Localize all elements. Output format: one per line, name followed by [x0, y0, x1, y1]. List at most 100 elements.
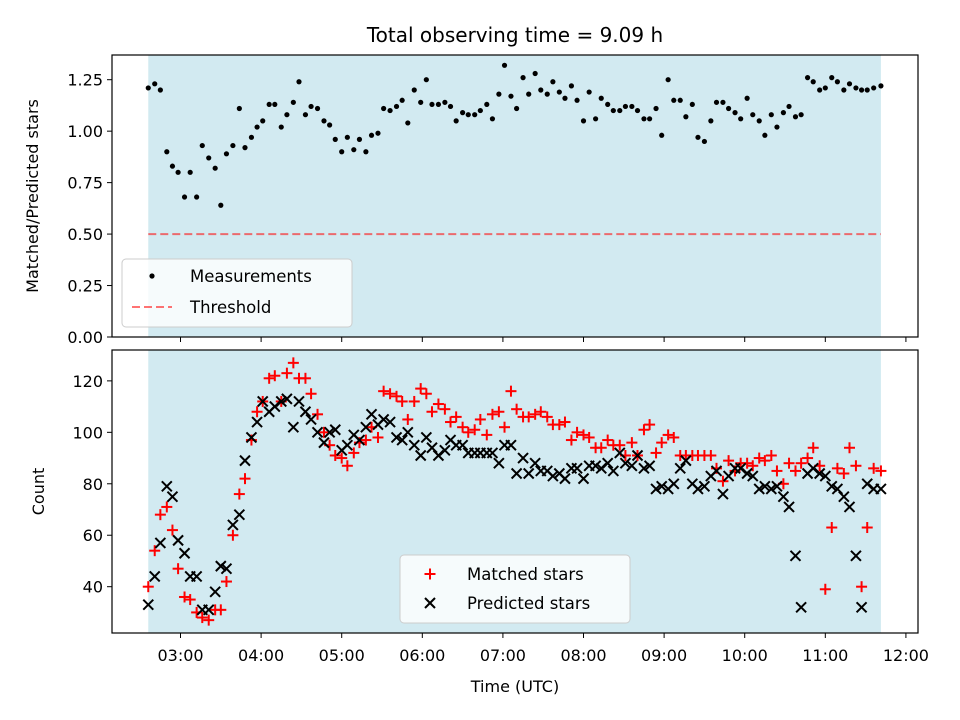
predicted-star-point: [529, 457, 541, 469]
matched-star-point: [384, 388, 396, 400]
predicted-star-point: [203, 604, 215, 616]
measurement-point: [871, 85, 877, 91]
matched-star-point: [220, 576, 232, 588]
matched-star-point: [602, 434, 614, 446]
legend-marker-predicted: [424, 597, 436, 609]
matched-star-point: [650, 447, 662, 459]
predicted-star-point: [692, 483, 704, 495]
predicted-star-point: [547, 470, 559, 482]
predicted-star-point: [631, 449, 644, 462]
measurement-point: [629, 103, 635, 110]
matched-star-point: [559, 416, 571, 428]
top-y-tick-label: 0.50: [67, 225, 103, 244]
measurement-point: [683, 114, 689, 120]
measurement-point: [169, 163, 176, 169]
matched-star-point: [372, 431, 384, 443]
matched-star-point: [426, 406, 438, 418]
predicted-star-point: [323, 426, 336, 439]
predicted-star-point: [819, 470, 832, 482]
matched-star-point: [826, 522, 838, 534]
predicted-star-point: [281, 393, 293, 405]
matched-star-point: [717, 475, 729, 487]
predicted-star-point: [390, 431, 403, 444]
matched-stars-points: [142, 357, 887, 626]
matched-star-point: [318, 426, 330, 438]
matched-star-point: [287, 357, 299, 369]
predicted-star-point: [850, 550, 862, 562]
predicted-star-point: [650, 483, 662, 495]
measurement-point: [321, 118, 327, 124]
measurement-point: [411, 87, 417, 93]
measurement-point: [878, 83, 884, 89]
matched-star-point: [819, 583, 831, 595]
matched-star-point: [861, 522, 873, 534]
matched-star-point: [336, 452, 348, 464]
measurement-point: [375, 130, 381, 136]
predicted-star-point: [245, 431, 258, 444]
measurement-point: [574, 97, 580, 103]
measurement-point: [774, 124, 780, 130]
matched-star-point: [166, 524, 178, 536]
predicted-star-point: [643, 460, 656, 472]
matched-star-point: [396, 395, 408, 407]
predicted-stars-points: [142, 393, 887, 616]
matched-star-point: [391, 390, 403, 402]
predicted-star-point: [414, 449, 427, 462]
matched-star-point: [771, 465, 783, 477]
matched-star-point: [299, 372, 311, 384]
predicted-star-point: [251, 416, 263, 428]
matched-star-point: [457, 421, 469, 433]
measurement-point: [864, 87, 870, 93]
matched-star-point: [227, 529, 239, 541]
bottom-y-tick-label: 60: [83, 526, 103, 545]
matched-star-point: [843, 442, 855, 454]
measurement-point: [242, 145, 248, 151]
measurement-point: [332, 136, 338, 142]
matched-star-point: [263, 372, 275, 384]
legend-label-threshold: Threshold: [189, 298, 271, 317]
top-y-ticks: 0.00 0.25 0.50 0.75 1.00 1.25: [67, 71, 112, 347]
predicted-star-point: [571, 462, 583, 475]
predicted-star-point: [813, 467, 826, 480]
bottom-x-tick-label: 09:00: [641, 646, 687, 665]
bottom-panel: 40 60 80 100 120 03:00 04:00 05:00 06:00 07:00 08…: [29, 349, 929, 696]
measurement-point: [659, 132, 665, 138]
measurement-point: [248, 134, 255, 140]
predicted-star-point: [559, 472, 571, 485]
predicted-star-point: [215, 560, 227, 572]
predicted-star-point: [299, 406, 312, 418]
matched-star-point: [523, 411, 535, 423]
predicted-star-point: [747, 470, 759, 482]
measurement-point: [460, 110, 466, 116]
predicted-star-point: [190, 570, 203, 583]
top-y-tick-label: 1.00: [67, 122, 103, 141]
measurement-point: [829, 75, 835, 81]
matched-star-point: [408, 395, 420, 407]
predicted-star-point: [178, 547, 191, 559]
measurement-point: [496, 91, 502, 97]
predicted-star-point: [505, 439, 517, 451]
measurement-point: [786, 103, 792, 110]
predicted-star-point: [377, 413, 390, 426]
top-panel: 0.00 0.25 0.50 0.75 1.00 1.25 Matched/Predict…: [23, 54, 919, 347]
predicted-star-point: [765, 483, 778, 495]
predicted-star-point: [717, 488, 729, 500]
measurement-point: [598, 95, 604, 101]
matched-star-point: [511, 403, 523, 415]
measurement-point: [544, 91, 550, 97]
top-y-axis-label: Matched/Predicted stars: [23, 99, 42, 293]
measurement-point: [804, 75, 811, 81]
measurement-point: [387, 107, 393, 114]
top-axes-frame: [111, 54, 919, 338]
matched-star-point: [553, 419, 565, 431]
measurement-point: [501, 62, 508, 68]
predicted-star-point: [293, 395, 305, 408]
predicted-star-point: [680, 454, 692, 467]
matched-star-point: [450, 411, 462, 423]
bottom-x-ticks: 03:00 04:00 05:00 06:00 07:00 08:00 09:00 10:00…: [157, 633, 929, 665]
top-legend-box: [121, 258, 353, 328]
measurement-point: [175, 169, 181, 175]
predicted-star-point: [577, 472, 590, 485]
measurement-point: [339, 149, 345, 155]
